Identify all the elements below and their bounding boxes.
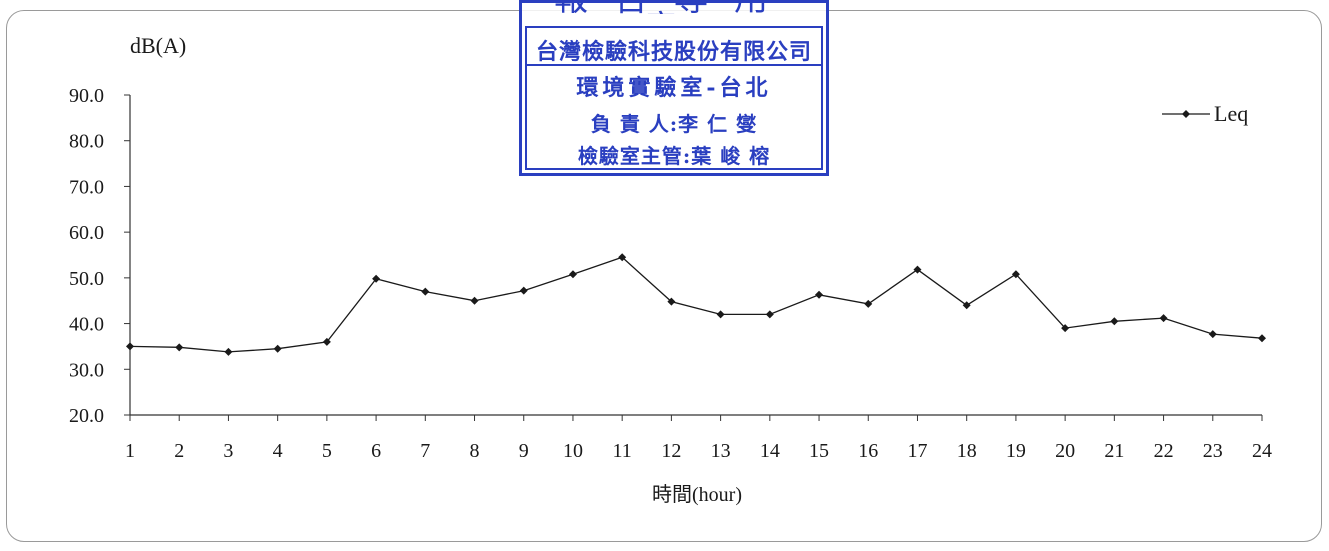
data-point <box>913 265 922 274</box>
data-point <box>1110 317 1119 326</box>
x-tick-label: 10 <box>563 440 583 462</box>
data-point <box>519 286 528 295</box>
seal-responsible: 負 責 人:李 仁 燮 <box>590 112 758 136</box>
data-point <box>421 287 430 296</box>
x-tick-label: 19 <box>1006 440 1026 462</box>
y-ticks: 20.0 30.0 40.0 50.0 60.0 70.0 80.0 90.0 <box>69 85 130 427</box>
x-tick-label: 20 <box>1055 440 1075 462</box>
seal-outer-border <box>519 0 829 176</box>
data-point <box>1159 314 1168 323</box>
y-tick-label: 50.0 <box>69 268 104 290</box>
data-point <box>1258 334 1266 343</box>
data-point <box>322 337 331 346</box>
data-point <box>470 296 479 305</box>
y-tick-label: 70.0 <box>69 176 104 198</box>
x-tick-label: 3 <box>223 440 233 462</box>
x-axis-label: 時間(hour) <box>652 483 742 506</box>
x-tick-label: 4 <box>273 440 283 462</box>
data-point <box>815 290 824 299</box>
x-tick-label: 12 <box>661 440 681 462</box>
data-point <box>864 299 873 308</box>
data-point <box>1061 324 1070 333</box>
x-tick-label: 23 <box>1203 440 1223 462</box>
data-point <box>618 253 627 262</box>
seal-lab: 環境實驗室-台北 <box>576 75 772 101</box>
seal-inner-border <box>525 26 823 170</box>
legend: Leq <box>1162 101 1248 126</box>
x-tick-label: 5 <box>322 440 332 462</box>
data-point <box>126 342 134 351</box>
axes <box>129 95 1262 416</box>
seal-divider <box>525 64 823 66</box>
legend-label: Leq <box>1214 101 1248 126</box>
x-tick-label: 16 <box>858 440 878 462</box>
y-axis-label: dB(A) <box>130 33 186 58</box>
x-tick-label: 22 <box>1154 440 1174 462</box>
official-seal: 報告專用章 台灣檢驗科技股份有限公司 環境實驗室-台北 負 責 人:李 仁 燮 … <box>519 0 835 180</box>
y-tick-label: 20.0 <box>69 405 104 427</box>
x-tick-label: 13 <box>711 440 731 462</box>
seal-header: 報告專用章 <box>527 0 821 14</box>
x-tick-label: 7 <box>420 440 430 462</box>
y-tick-label: 80.0 <box>69 131 104 153</box>
x-tick-label: 21 <box>1104 440 1124 462</box>
x-tick-label: 14 <box>760 440 780 462</box>
data-point <box>716 310 725 319</box>
x-tick-label: 18 <box>957 440 977 462</box>
y-tick-label: 40.0 <box>69 314 104 336</box>
x-ticks: 1 2 3 4 5 6 7 8 9 10 11 12 13 14 15 16 17 18 19 20 21 22 23 24 <box>125 415 1272 462</box>
data-point <box>1011 270 1020 279</box>
data-point <box>372 274 381 283</box>
x-tick-label: 11 <box>613 440 632 462</box>
x-tick-label: 1 <box>125 440 135 462</box>
x-tick-label: 17 <box>907 440 927 462</box>
y-tick-label: 90.0 <box>69 85 104 107</box>
data-point <box>962 301 971 310</box>
series-line-leq <box>129 256 1263 353</box>
data-point <box>1208 330 1217 339</box>
x-tick-label: 8 <box>470 440 480 462</box>
data-point <box>175 343 184 352</box>
data-point <box>224 347 233 356</box>
y-tick-label: 30.0 <box>69 359 104 381</box>
seal-company: 台灣檢驗科技股份有限公司 <box>535 39 812 65</box>
x-tick-label: 9 <box>519 440 529 462</box>
y-tick-label: 60.0 <box>69 222 104 244</box>
series-group <box>126 253 1266 356</box>
legend-marker <box>1182 110 1190 118</box>
data-point <box>765 310 774 319</box>
x-tick-label: 6 <box>371 440 381 462</box>
data-point <box>568 270 577 279</box>
seal-lab-supervisor: 檢驗室主管:葉 峻 榕 <box>577 144 771 168</box>
x-tick-label: 15 <box>809 440 829 462</box>
x-tick-label: 24 <box>1252 440 1272 462</box>
data-point <box>273 344 282 353</box>
x-tick-label: 2 <box>174 440 184 462</box>
data-point <box>667 297 676 306</box>
